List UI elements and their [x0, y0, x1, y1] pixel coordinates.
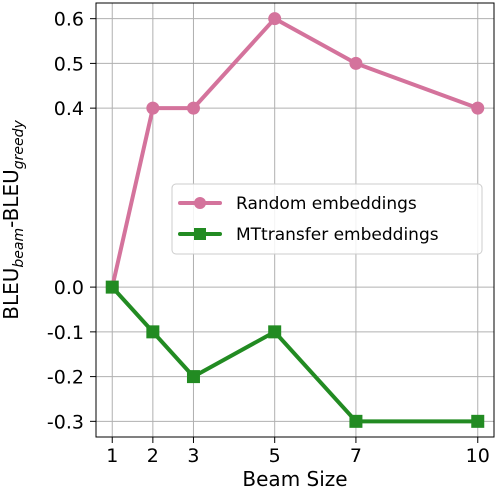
x-axis-label: Beam Size [242, 467, 347, 488]
y-tick-label: 0.6 [54, 9, 84, 31]
legend-box [171, 183, 483, 255]
legend: Random embeddings MTtransfer embeddings [171, 183, 483, 255]
y-axis-label-main: BLEU [0, 268, 23, 320]
data-point-random [268, 12, 282, 26]
data-point-random [349, 56, 363, 70]
y-axis-label-sub-greedy: greedy [11, 120, 27, 170]
y-tick-label: -0.2 [47, 367, 84, 389]
data-point-random [146, 101, 160, 115]
legend-label-random: Random embeddings [236, 194, 417, 214]
series-line-random [110, 16, 480, 290]
data-point-mttransfer [105, 280, 119, 294]
data-point-mttransfer [268, 325, 282, 339]
data-point-random [471, 101, 485, 115]
data-point-mttransfer [349, 414, 363, 428]
y-tick-label: -0.3 [47, 411, 84, 433]
plot-frame [95, 2, 495, 438]
x-tick-label: 2 [147, 445, 159, 467]
x-tick-label: 5 [269, 445, 281, 467]
x-tick-label: 3 [187, 445, 199, 467]
y-axis-label-sub-beam: beam [11, 228, 27, 268]
x-tick-label: 1 [106, 445, 118, 467]
y-axis-ticks: 0.6 0.5 0.4 0.0 -0.1 -0.2 -0.3 [47, 9, 96, 433]
data-point-mttransfer [146, 325, 160, 339]
y-tick-label: -0.1 [47, 322, 84, 344]
x-tick-label: 7 [350, 445, 362, 467]
x-tick-label: 10 [466, 445, 490, 467]
y-tick-label: 0.4 [54, 98, 84, 120]
legend-label-mttransfer: MTtransfer embeddings [236, 225, 439, 245]
y-axis-label: BLEUbeam-BLEUgreedy [0, 120, 27, 320]
legend-entry-random: Random embeddings [178, 194, 417, 214]
legend-entry-mttransfer: MTtransfer embeddings [178, 225, 439, 245]
y-tick-label: 0.0 [54, 277, 84, 299]
data-point-mttransfer [471, 414, 485, 428]
series-line-mttransfer [110, 285, 480, 424]
x-axis-ticks: 1 2 3 5 7 10 [106, 437, 490, 467]
y-axis-label-mid: -BLEU [0, 169, 23, 228]
y-tick-label: 0.5 [54, 53, 84, 75]
data-point-mttransfer [186, 370, 200, 384]
series-lines [105, 12, 485, 428]
legend-marker-random [194, 197, 206, 209]
data-point-random [186, 101, 200, 115]
legend-marker-mttransfer [194, 228, 206, 240]
